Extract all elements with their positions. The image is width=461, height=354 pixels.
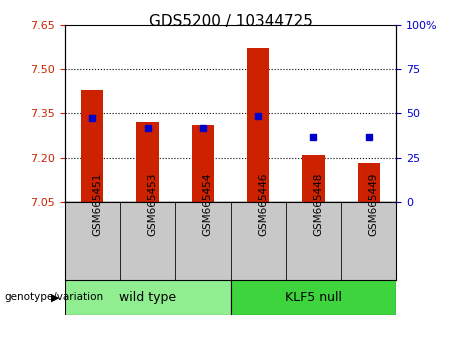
Text: genotype/variation: genotype/variation bbox=[5, 292, 104, 302]
Bar bbox=[175, 202, 230, 280]
Text: GSM665453: GSM665453 bbox=[148, 172, 158, 236]
Text: wild type: wild type bbox=[119, 291, 176, 304]
Text: GDS5200 / 10344725: GDS5200 / 10344725 bbox=[148, 14, 313, 29]
Text: ▶: ▶ bbox=[52, 292, 60, 302]
Bar bbox=[192, 125, 214, 202]
Bar bbox=[230, 280, 396, 315]
Bar bbox=[302, 155, 325, 202]
Text: GSM665454: GSM665454 bbox=[203, 172, 213, 236]
Bar bbox=[136, 122, 159, 202]
Bar bbox=[65, 280, 230, 315]
Bar bbox=[120, 202, 175, 280]
Text: GSM665449: GSM665449 bbox=[369, 172, 379, 236]
Text: GSM665448: GSM665448 bbox=[313, 172, 324, 236]
Bar bbox=[230, 202, 286, 280]
Bar bbox=[358, 164, 380, 202]
Bar bbox=[286, 202, 341, 280]
Text: GSM665451: GSM665451 bbox=[92, 172, 102, 236]
Text: KLF5 null: KLF5 null bbox=[285, 291, 342, 304]
Bar bbox=[247, 48, 269, 202]
Text: GSM665446: GSM665446 bbox=[258, 172, 268, 236]
Bar bbox=[341, 202, 396, 280]
Bar bbox=[81, 90, 103, 202]
Bar bbox=[65, 202, 120, 280]
